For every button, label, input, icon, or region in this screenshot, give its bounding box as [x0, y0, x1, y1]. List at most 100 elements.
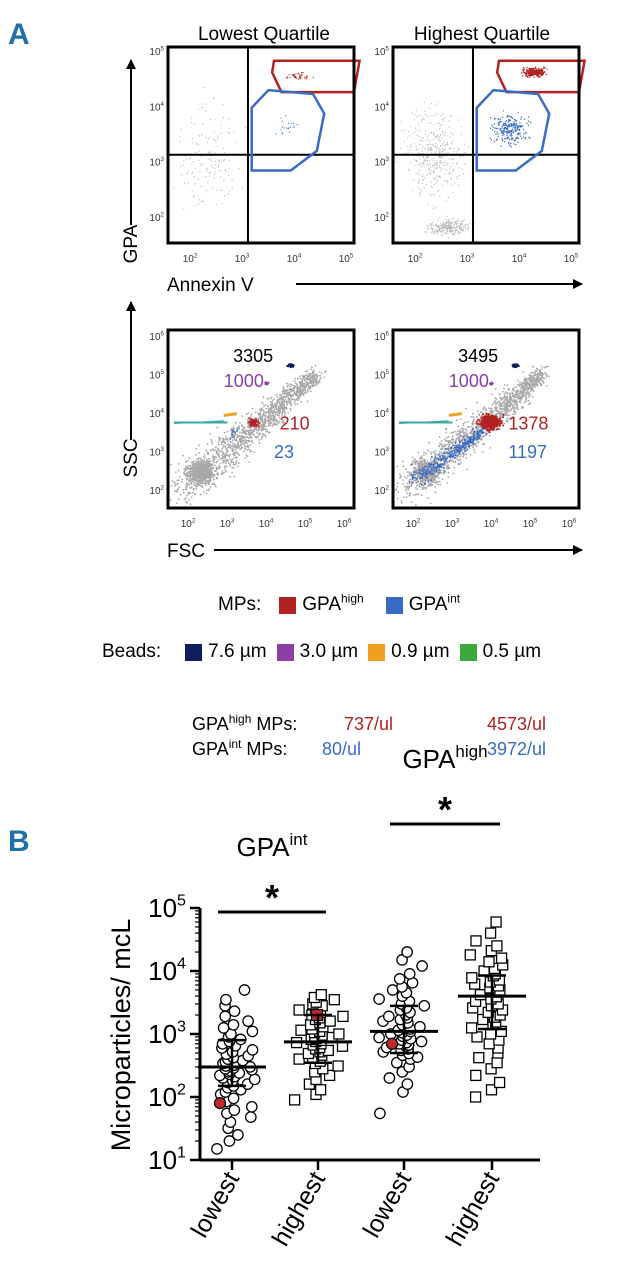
- legend-beads-row: Beads: 7.6 µm 3.0 µm 0.9 µm 0.5 µm: [102, 641, 541, 663]
- data-point: [418, 999, 431, 1012]
- legend-bead-05-swatch: [459, 643, 477, 661]
- background-events: [396, 101, 469, 220]
- y-tick-label: 106: [149, 331, 164, 344]
- bead-09-mark: [223, 412, 238, 417]
- data-point: [246, 1025, 259, 1038]
- data-point: [490, 916, 502, 928]
- conc-gpa-int-label: GPAint MPs:: [192, 737, 288, 759]
- y-tick-label: 104: [149, 101, 164, 114]
- series-GPAhigh-lowest: [370, 946, 438, 1120]
- y-tick-label: 104: [148, 954, 186, 986]
- data-point: [466, 972, 478, 984]
- y-tick-label: 103: [149, 446, 164, 459]
- flow-plot-top-highest: 102 103 104 105 102 103 104 105: [374, 45, 587, 266]
- data-point: [403, 968, 416, 980]
- y-tick-label: 103: [148, 1017, 186, 1049]
- data-point: [228, 1005, 241, 1018]
- y-tick-label: 105: [374, 46, 389, 59]
- data-point: [293, 1053, 305, 1065]
- data-point: [227, 1092, 240, 1105]
- plot-frame: [391, 328, 581, 510]
- plot-frame: [166, 328, 356, 510]
- y-tick-label: 105: [148, 891, 186, 923]
- legend-mps-label: MPs:: [218, 594, 262, 615]
- bead-05-line-thin: [173, 420, 224, 424]
- data-point: [220, 993, 232, 1006]
- legend-bead-09-label: 0.9 µm: [391, 641, 450, 662]
- data-point: [491, 1057, 503, 1069]
- data-point: [470, 935, 482, 947]
- bead-76-cluster: [286, 363, 295, 369]
- data-point: [383, 1072, 396, 1084]
- data-point: [246, 1044, 259, 1056]
- conc-gpa-high-label: GPAhigh MPs:: [192, 712, 298, 734]
- gate-gpa-high: [495, 59, 587, 94]
- y-tick-label: 103: [374, 446, 389, 459]
- x-tick-label: 104: [512, 253, 527, 266]
- x-tick-label-highest: highest: [267, 1167, 332, 1251]
- data-point: [223, 1135, 236, 1147]
- y-tick-label: 103: [149, 156, 164, 169]
- data-point: [219, 1010, 232, 1023]
- gpa-int-events: [489, 110, 532, 148]
- legend-gpa-high-label: GPAhigh: [302, 591, 364, 615]
- count-gpa-high: 1378: [508, 414, 548, 434]
- y-tick-label: 106: [374, 331, 389, 344]
- x-tick-label: 105: [298, 518, 313, 531]
- series-GPAint-lowest: [198, 984, 266, 1155]
- data-point: [465, 1022, 478, 1034]
- legend-bead-30-swatch: [276, 643, 294, 661]
- data-point: [493, 1076, 506, 1089]
- legend-gpa-int-label: GPAint: [408, 591, 461, 615]
- conc-gpa-high-highest: 4573/ul: [487, 714, 547, 734]
- ssc-axis-label: SSC: [121, 438, 142, 477]
- y-tick-label: 105: [374, 369, 389, 382]
- gate-gpa-high: [270, 59, 362, 94]
- x-tick-label: 105: [523, 518, 538, 531]
- gpa-high-cluster: [247, 417, 261, 428]
- data-point: [485, 1084, 498, 1096]
- data-point: [382, 1010, 395, 1023]
- count-bead-30: 1000: [449, 371, 489, 391]
- data-point: [295, 1024, 307, 1036]
- x-tick-label: 102: [183, 253, 198, 266]
- legend-beads-label: Beads:: [102, 641, 162, 662]
- fsc-axis-label: FSC: [167, 541, 205, 562]
- count-gpa-int: 1197: [508, 442, 547, 462]
- y-tick-label: 104: [374, 408, 389, 421]
- x-tick-label: 103: [445, 518, 460, 531]
- legend-mps-row: MPs: GPAhigh GPAint: [218, 591, 461, 616]
- conc-gpa-high-lowest: 737/ul: [344, 714, 394, 734]
- x-tick-label: 103: [220, 518, 235, 531]
- data-point: [401, 946, 413, 958]
- bead-09-mark: [448, 412, 463, 417]
- data-point: [238, 984, 251, 996]
- background-events: [173, 86, 249, 209]
- data-point: [324, 1015, 336, 1027]
- y-tick-label: 105: [149, 369, 164, 382]
- bead-76-cluster: [511, 363, 520, 369]
- y-tick-label: 104: [374, 101, 389, 114]
- data-point: [470, 1069, 482, 1082]
- panel-letter-b: B: [8, 825, 30, 858]
- data-point: [484, 927, 497, 939]
- x-tick-label: 106: [562, 518, 577, 531]
- y-tick-label: 103: [374, 156, 389, 169]
- y-tick-label: 102: [148, 1080, 186, 1112]
- data-point: [211, 1143, 223, 1155]
- gate-gpa-int: [475, 88, 551, 172]
- group-title-GPAint: GPAint: [237, 830, 308, 862]
- gpa-int-cluster: [408, 426, 488, 486]
- data-point: [315, 989, 327, 1001]
- event-cloud-dense: [183, 457, 219, 490]
- y-tick-label: 102: [149, 212, 164, 225]
- data-point: [416, 960, 428, 972]
- series-GPAint-highest: [284, 989, 352, 1106]
- data-point: [314, 1084, 327, 1096]
- data-point: [373, 1031, 385, 1044]
- y-tick-label: 105: [149, 46, 164, 59]
- data-point: [393, 973, 406, 985]
- plot-frame: [391, 45, 581, 245]
- count-gpa-int: 23: [274, 442, 294, 462]
